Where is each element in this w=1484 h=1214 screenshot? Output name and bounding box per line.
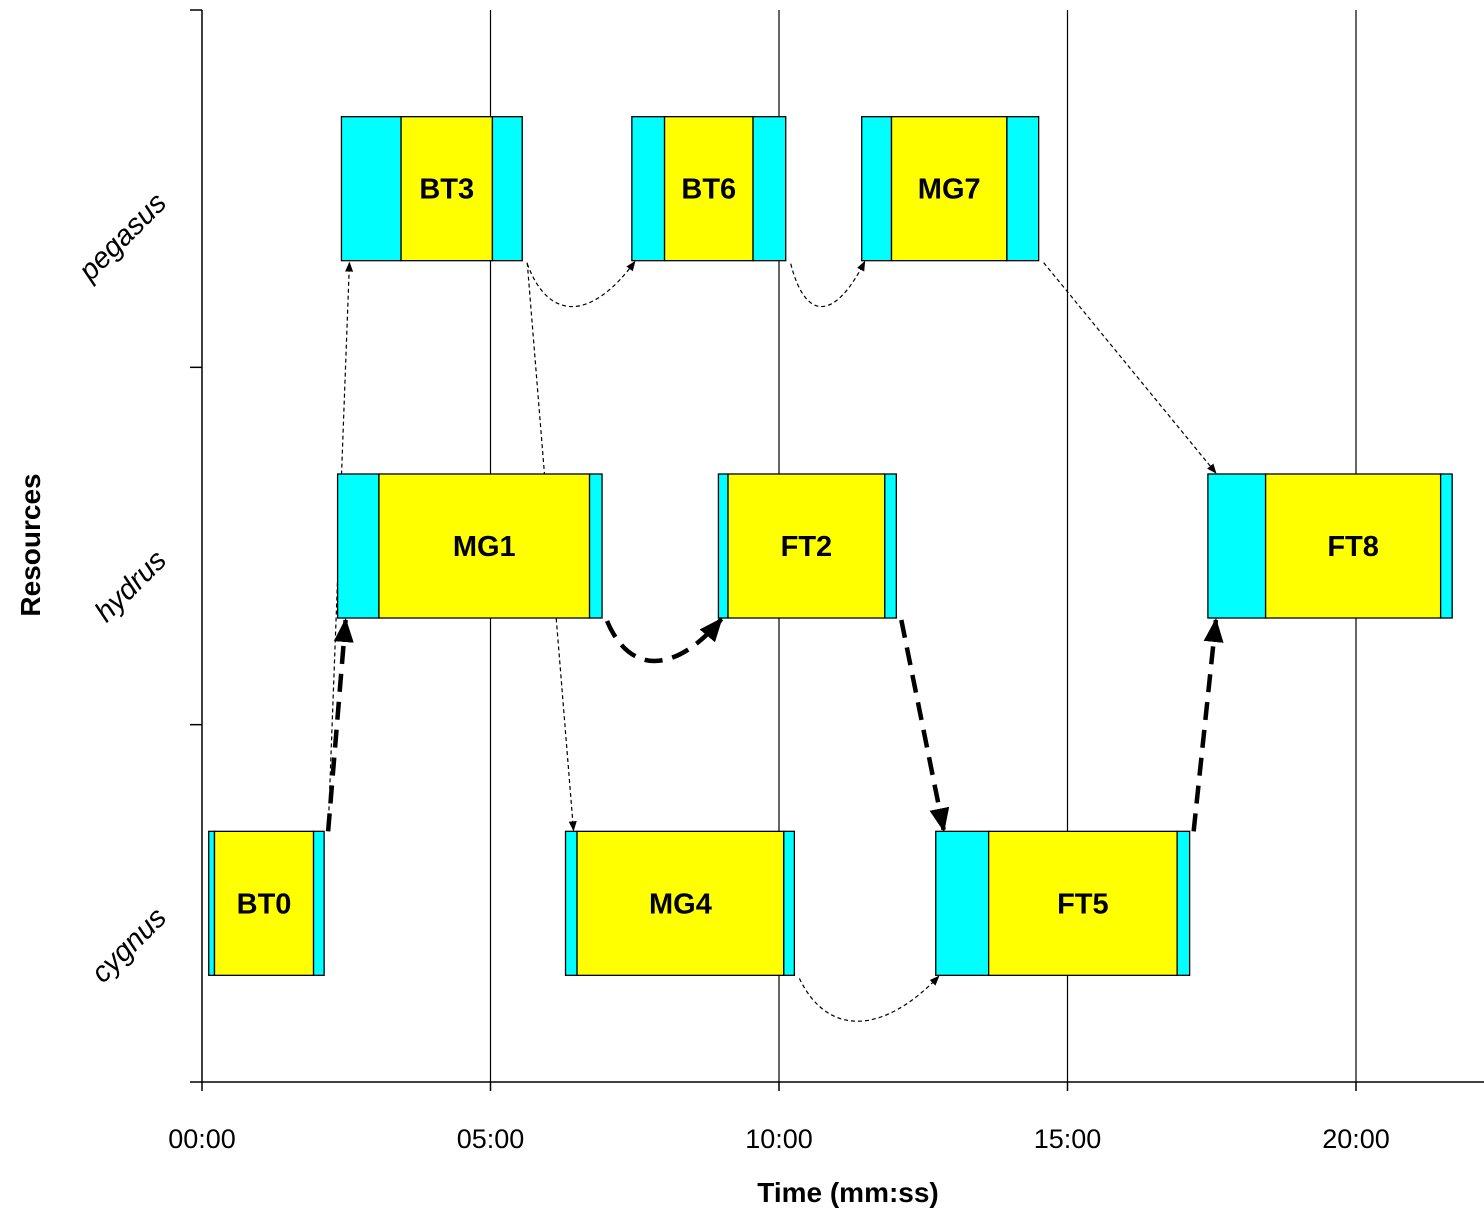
task-MG4: MG4 <box>564 830 796 976</box>
dependency-MG1-FT2 <box>604 617 724 664</box>
dependency-BT0-BT3 <box>327 261 354 832</box>
x-tick-label-0: 00:00 <box>168 1124 236 1154</box>
x-tick-label-4: 20:00 <box>1322 1124 1390 1154</box>
x-tick-label-3: 15:00 <box>1034 1124 1102 1154</box>
task-MG7-overhead-2 <box>1006 116 1040 262</box>
task-BT0-overhead-2 <box>312 830 325 976</box>
resource-label-cygnus: cygnus <box>85 902 173 990</box>
task-label-BT3: BT3 <box>419 174 474 206</box>
task-FT5-execution-1 <box>987 830 1178 976</box>
dependency-BT0-MG1 <box>325 618 354 832</box>
task-bars: BT0 MG1 BT3 MG4 BT6 FT2 MG7 FT5 FT8 <box>208 116 1453 976</box>
x-axis-title: Time (mm:ss) <box>757 1177 939 1208</box>
dependency-FT2-FT5 <box>899 619 950 833</box>
task-label-FT8: FT8 <box>1327 531 1379 563</box>
dependency-BT3-MG4 <box>526 262 577 832</box>
task-MG4-execution-1 <box>576 830 785 976</box>
x-tick-label-1: 05:00 <box>457 1124 525 1154</box>
task-label-BT6: BT6 <box>681 174 736 206</box>
task-label-MG1: MG1 <box>453 531 516 563</box>
task-FT5: FT5 <box>935 830 1191 976</box>
task-BT3-overhead-0 <box>340 116 402 262</box>
task-BT0-execution-1 <box>213 830 315 976</box>
task-BT3: BT3 <box>340 116 523 262</box>
task-MG1-overhead-0 <box>336 473 380 619</box>
task-BT6: BT6 <box>631 116 787 262</box>
task-MG1: MG1 <box>336 473 603 619</box>
task-FT5-overhead-0 <box>935 830 990 976</box>
task-FT8: FT8 <box>1207 473 1453 619</box>
x-tick-label-2: 10:00 <box>745 1124 813 1154</box>
task-FT2-execution-1 <box>727 473 886 619</box>
task-BT0-overhead-0 <box>208 830 216 976</box>
task-BT6-overhead-2 <box>752 116 787 262</box>
dependency-MG4-FT5 <box>798 975 940 1022</box>
resource-label-pegasus: pegasus <box>72 187 173 288</box>
task-label-MG4: MG4 <box>649 888 712 920</box>
task-FT8-overhead-2 <box>1439 473 1453 619</box>
task-BT3-overhead-2 <box>491 116 523 262</box>
task-MG1-overhead-2 <box>588 473 603 619</box>
task-MG7: MG7 <box>861 116 1040 262</box>
task-BT0: BT0 <box>208 830 325 976</box>
task-MG4-overhead-0 <box>564 830 578 976</box>
task-FT8-overhead-0 <box>1207 473 1267 619</box>
dependency-arrows <box>325 260 1224 1022</box>
task-MG7-execution-1 <box>890 116 1008 262</box>
task-FT2-overhead-2 <box>884 473 897 619</box>
task-label-BT0: BT0 <box>237 888 292 920</box>
task-FT2-overhead-0 <box>717 473 729 619</box>
dependency-BT6-MG7 <box>790 260 866 307</box>
y-axis-title: Resources <box>15 473 46 616</box>
task-label-FT2: FT2 <box>781 531 833 563</box>
task-label-MG7: MG7 <box>918 174 981 206</box>
dependency-FT5-FT8 <box>1191 618 1224 832</box>
task-MG4-overhead-2 <box>783 830 796 976</box>
dependency-MG7-FT8 <box>1043 262 1217 474</box>
dependency-BT3-BT6 <box>526 260 636 308</box>
task-BT3-execution-1 <box>400 116 494 262</box>
task-label-FT5: FT5 <box>1057 888 1109 920</box>
task-FT2: FT2 <box>717 473 897 619</box>
task-BT6-execution-1 <box>663 116 754 262</box>
resource-label-hydrus: hydrus <box>89 544 173 628</box>
task-MG7-overhead-0 <box>861 116 893 262</box>
task-FT5-overhead-2 <box>1176 830 1191 976</box>
task-BT6-overhead-0 <box>631 116 666 262</box>
task-MG1-execution-1 <box>378 473 591 619</box>
